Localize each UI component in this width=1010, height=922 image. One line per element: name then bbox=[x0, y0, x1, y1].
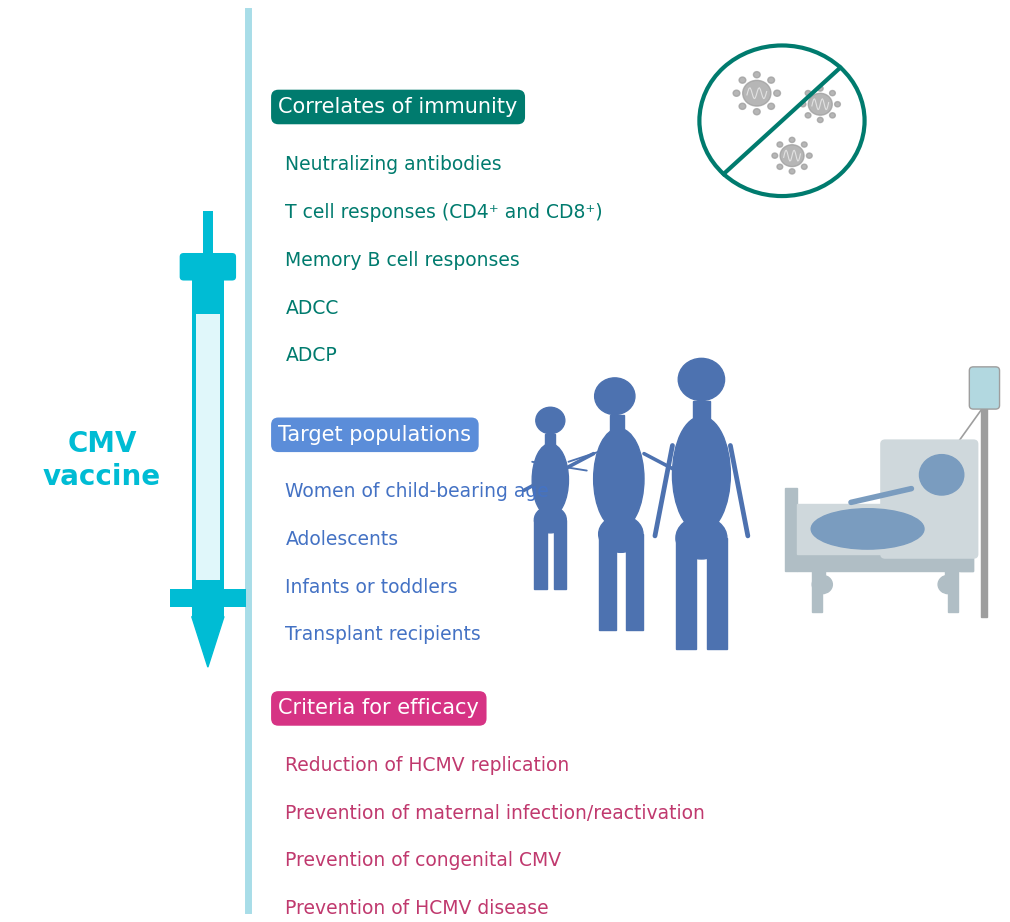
Circle shape bbox=[780, 145, 804, 167]
Bar bbox=[170, 589, 192, 608]
Text: Criteria for efficacy: Criteria for efficacy bbox=[279, 699, 480, 718]
Text: Memory B cell responses: Memory B cell responses bbox=[286, 251, 520, 270]
Circle shape bbox=[789, 137, 795, 143]
Circle shape bbox=[812, 575, 832, 594]
Circle shape bbox=[768, 77, 775, 83]
Circle shape bbox=[536, 408, 565, 433]
Ellipse shape bbox=[811, 509, 924, 550]
Text: Prevention of HCMV disease: Prevention of HCMV disease bbox=[286, 899, 549, 918]
Circle shape bbox=[777, 142, 783, 148]
FancyBboxPatch shape bbox=[880, 440, 979, 559]
Circle shape bbox=[919, 455, 964, 495]
Text: Adolescents: Adolescents bbox=[286, 530, 399, 549]
Text: Women of child-bearing age: Women of child-bearing age bbox=[286, 482, 549, 502]
Circle shape bbox=[806, 153, 812, 159]
Text: ADCP: ADCP bbox=[286, 347, 337, 365]
Circle shape bbox=[829, 90, 835, 96]
Text: Reduction of HCMV replication: Reduction of HCMV replication bbox=[286, 756, 570, 774]
Circle shape bbox=[777, 164, 783, 170]
FancyBboxPatch shape bbox=[180, 253, 236, 280]
Bar bbox=[785, 488, 797, 571]
Text: Target populations: Target populations bbox=[279, 425, 472, 444]
Bar bbox=[945, 571, 951, 585]
Circle shape bbox=[739, 103, 745, 110]
Text: Prevention of congenital CMV: Prevention of congenital CMV bbox=[286, 851, 562, 870]
Bar bbox=[819, 571, 825, 585]
Bar bbox=[192, 277, 224, 617]
Bar bbox=[707, 538, 727, 649]
Circle shape bbox=[805, 90, 811, 96]
Bar bbox=[676, 538, 696, 649]
Circle shape bbox=[768, 103, 775, 110]
Ellipse shape bbox=[534, 506, 567, 533]
Bar bbox=[196, 313, 220, 580]
Circle shape bbox=[739, 77, 745, 83]
Text: Infants or toddlers: Infants or toddlers bbox=[286, 578, 459, 597]
Text: Prevention of maternal infection/reactivation: Prevention of maternal infection/reactiv… bbox=[286, 804, 705, 822]
Text: Transplant recipients: Transplant recipients bbox=[286, 625, 481, 644]
Bar bbox=[797, 554, 974, 571]
Circle shape bbox=[772, 153, 778, 159]
Bar bbox=[626, 534, 643, 631]
Text: Correlates of immunity: Correlates of immunity bbox=[279, 97, 518, 117]
Bar bbox=[948, 571, 958, 612]
Circle shape bbox=[595, 378, 635, 415]
Ellipse shape bbox=[599, 515, 643, 552]
Circle shape bbox=[679, 359, 724, 400]
Circle shape bbox=[753, 72, 761, 77]
Text: Neutralizing antibodies: Neutralizing antibodies bbox=[286, 155, 502, 174]
Bar bbox=[693, 400, 709, 421]
Circle shape bbox=[834, 101, 840, 107]
Bar bbox=[797, 503, 894, 554]
Text: CMV
vaccine: CMV vaccine bbox=[43, 431, 162, 491]
Circle shape bbox=[742, 80, 771, 106]
Text: T cell responses (CD4⁺ and CD8⁺): T cell responses (CD4⁺ and CD8⁺) bbox=[286, 203, 603, 222]
Circle shape bbox=[829, 112, 835, 118]
Circle shape bbox=[733, 90, 740, 96]
Bar bbox=[599, 534, 616, 631]
Bar bbox=[812, 571, 822, 612]
Bar bbox=[982, 369, 988, 617]
Circle shape bbox=[808, 93, 832, 115]
Bar bbox=[961, 452, 974, 571]
Bar bbox=[610, 415, 624, 433]
Bar bbox=[553, 520, 567, 589]
Ellipse shape bbox=[532, 443, 569, 516]
Text: ADCC: ADCC bbox=[286, 299, 338, 317]
Circle shape bbox=[805, 112, 811, 118]
FancyBboxPatch shape bbox=[970, 367, 1000, 409]
Ellipse shape bbox=[594, 429, 644, 529]
Bar bbox=[203, 211, 213, 256]
Bar bbox=[534, 520, 546, 589]
Circle shape bbox=[938, 575, 958, 594]
Ellipse shape bbox=[673, 417, 730, 533]
Polygon shape bbox=[192, 617, 224, 668]
Ellipse shape bbox=[676, 516, 727, 559]
Circle shape bbox=[789, 169, 795, 174]
Circle shape bbox=[800, 101, 806, 107]
Circle shape bbox=[753, 109, 761, 115]
Circle shape bbox=[801, 164, 807, 170]
Circle shape bbox=[817, 86, 823, 91]
Circle shape bbox=[817, 117, 823, 123]
Circle shape bbox=[774, 90, 781, 96]
Circle shape bbox=[801, 142, 807, 148]
Bar bbox=[224, 589, 246, 608]
Bar bbox=[545, 433, 556, 447]
